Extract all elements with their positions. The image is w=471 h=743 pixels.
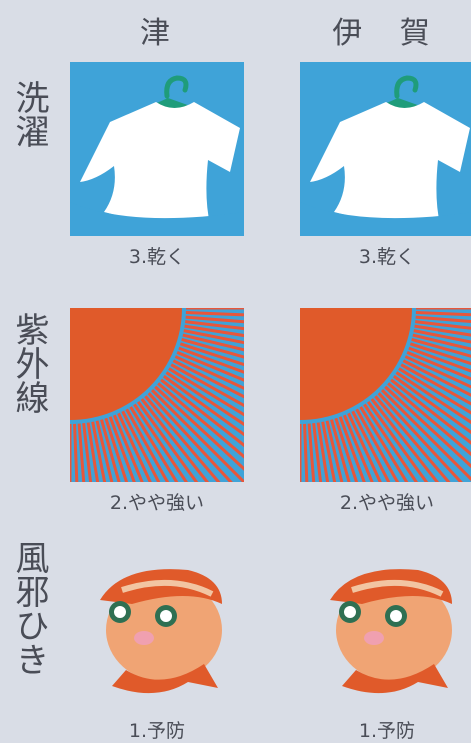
cold-value-iga: 1.予防 xyxy=(358,720,416,742)
row-label-uv: 紫外線 xyxy=(9,312,49,414)
laundry-tile-tsu xyxy=(70,62,244,236)
uv-tile-iga xyxy=(300,308,471,482)
row-label-cold: 風邪ひき xyxy=(9,540,49,676)
cold-tile-tsu xyxy=(92,560,266,710)
child-face-with-scarf-icon xyxy=(100,569,222,694)
sun-rays-icon xyxy=(300,308,471,482)
laundry-value-iga: 3.乾く xyxy=(358,246,416,268)
cold-value-tsu: 1.予防 xyxy=(128,720,186,742)
cold-tile-iga xyxy=(322,560,471,710)
laundry-value-tsu: 3.乾く xyxy=(128,246,186,268)
uv-value-tsu: 2.やや強い xyxy=(109,492,205,514)
laundry-tile-iga xyxy=(300,62,471,236)
column-header-iga: 伊 賀 xyxy=(332,16,444,51)
uv-value-iga: 2.やや強い xyxy=(339,492,435,514)
column-header-tsu: 津 xyxy=(140,16,184,51)
t-shirt-on-hanger-icon xyxy=(300,62,471,236)
t-shirt-on-hanger-icon xyxy=(70,62,244,236)
row-label-laundry: 洗濯 xyxy=(9,80,49,148)
sun-rays-icon xyxy=(70,308,244,482)
uv-tile-tsu xyxy=(70,308,244,482)
child-face-with-scarf-icon xyxy=(330,569,452,694)
